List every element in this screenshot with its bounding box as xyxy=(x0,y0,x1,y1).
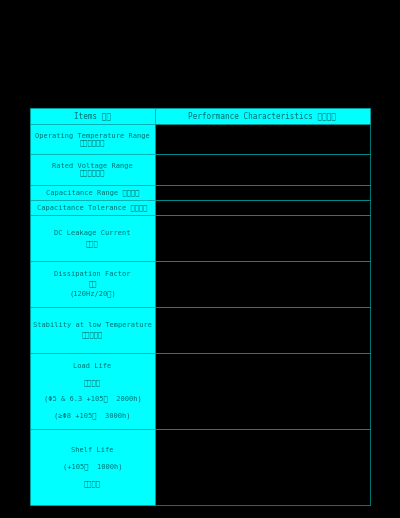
Bar xyxy=(30,215,155,261)
Text: Capacitance Tolerance 容量偏差: Capacitance Tolerance 容量偏差 xyxy=(37,205,148,211)
Text: Stability at low Temperature: Stability at low Temperature xyxy=(33,322,152,328)
Bar xyxy=(155,429,370,505)
Text: Operating Temperature Range: Operating Temperature Range xyxy=(35,133,150,139)
Text: Dissipation Factor: Dissipation Factor xyxy=(54,271,131,277)
Bar xyxy=(30,353,155,429)
Text: 贮存寿命: 贮存寿命 xyxy=(84,480,101,487)
Text: Items 项目: Items 项目 xyxy=(74,111,111,121)
Text: 损耗: 损耗 xyxy=(88,281,97,287)
Bar xyxy=(155,185,370,200)
Text: 漏电流: 漏电流 xyxy=(86,240,99,247)
Bar xyxy=(155,154,370,185)
Text: Shelf Life: Shelf Life xyxy=(71,447,114,453)
Text: (120Hz/20℃): (120Hz/20℃) xyxy=(69,291,116,297)
Text: 工作温度范围: 工作温度范围 xyxy=(80,139,105,146)
Text: 低温稳定性: 低温稳定性 xyxy=(82,332,103,338)
Bar xyxy=(30,108,155,124)
Text: Performance Characteristics 使用特性: Performance Characteristics 使用特性 xyxy=(188,111,336,121)
Bar xyxy=(30,429,155,505)
Text: Rated Voltage Range: Rated Voltage Range xyxy=(52,163,133,169)
Bar xyxy=(155,307,370,353)
Bar xyxy=(30,185,155,200)
Text: (Φ5 & 6.3 +105℃  2000h): (Φ5 & 6.3 +105℃ 2000h) xyxy=(44,396,141,402)
Text: Capacitance Range 容量范围: Capacitance Range 容量范围 xyxy=(46,189,139,196)
Bar xyxy=(155,215,370,261)
Text: DC Leakage Current: DC Leakage Current xyxy=(54,231,131,236)
Bar xyxy=(155,261,370,307)
Text: 负荷寿命: 负荷寿命 xyxy=(84,379,101,385)
Bar xyxy=(155,353,370,429)
Text: 额定电压范围: 额定电压范围 xyxy=(80,170,105,176)
Bar xyxy=(30,261,155,307)
Bar xyxy=(30,124,155,154)
Text: Load Life: Load Life xyxy=(73,363,112,368)
Bar xyxy=(30,307,155,353)
Bar xyxy=(155,200,370,215)
Bar xyxy=(30,200,155,215)
Bar xyxy=(155,124,370,154)
Text: (+105℃  1000h): (+105℃ 1000h) xyxy=(63,464,122,470)
Bar xyxy=(155,108,370,124)
Text: (≥Φ8 +105℃  3000h): (≥Φ8 +105℃ 3000h) xyxy=(54,412,131,419)
Bar xyxy=(30,154,155,185)
